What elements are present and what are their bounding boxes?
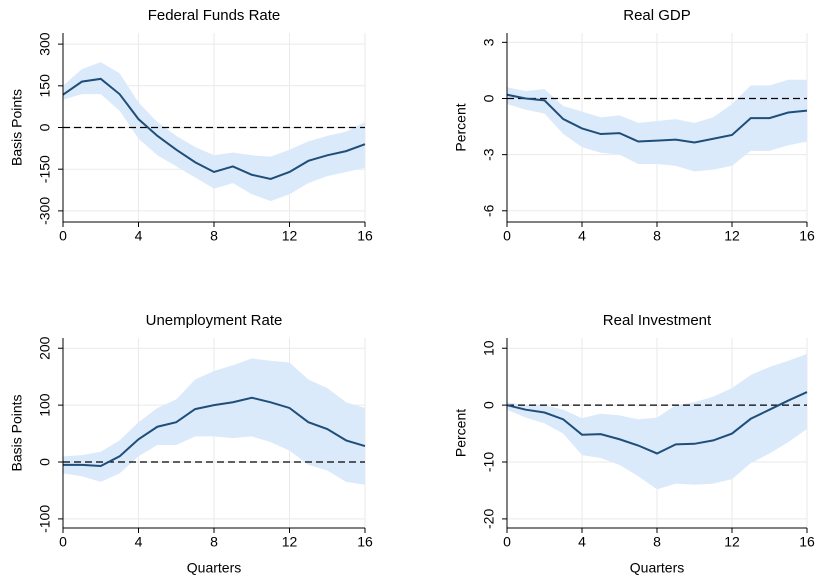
x-tick-label: 4 bbox=[578, 534, 586, 550]
y-tick-label: 3 bbox=[481, 38, 497, 46]
y-axis-label: Percent bbox=[453, 103, 469, 151]
y-tick-label: 300 bbox=[37, 32, 53, 56]
confidence-band bbox=[507, 79, 807, 172]
y-axis-label: Basis Points bbox=[9, 89, 25, 166]
confidence-band bbox=[63, 62, 365, 202]
y-tick-label: 0 bbox=[37, 123, 53, 131]
x-tick-label: 16 bbox=[357, 534, 373, 550]
x-tick-label: 16 bbox=[357, 228, 373, 244]
y-tick-label: 0 bbox=[37, 458, 53, 466]
y-tick-label: 100 bbox=[37, 393, 53, 417]
irf-line bbox=[506, 391, 808, 455]
y-tick-label: -10 bbox=[481, 452, 497, 472]
x-tick-label: 8 bbox=[653, 228, 661, 244]
x-axis-label: Quarters bbox=[187, 560, 241, 576]
y-tick-label: 200 bbox=[37, 336, 53, 360]
chart-title: Unemployment Rate bbox=[146, 312, 283, 329]
y-axis-label: Percent bbox=[453, 409, 469, 457]
x-axis-label: Quarters bbox=[630, 560, 684, 576]
y-tick-label: -100 bbox=[37, 505, 53, 533]
y-tick-label: -6 bbox=[481, 204, 497, 217]
x-tick-label: 0 bbox=[59, 534, 67, 550]
y-tick-label: -20 bbox=[481, 509, 497, 529]
x-tick-label: 12 bbox=[282, 534, 298, 550]
y-axis-label: Basis Points bbox=[9, 394, 25, 471]
y-tick-label: 0 bbox=[481, 401, 497, 409]
y-tick-label: 0 bbox=[481, 94, 497, 102]
x-tick-label: 16 bbox=[799, 228, 815, 244]
x-tick-label: 8 bbox=[210, 228, 218, 244]
x-tick-label: 12 bbox=[282, 228, 298, 244]
x-tick-label: 4 bbox=[135, 228, 143, 244]
irf-line bbox=[62, 77, 366, 180]
y-tick-label: 10 bbox=[481, 340, 497, 356]
x-tick-label: 8 bbox=[653, 534, 661, 550]
confidence-band bbox=[507, 353, 807, 490]
y-tick-label: -300 bbox=[37, 197, 53, 225]
chart-title: Real GDP bbox=[623, 7, 691, 24]
x-tick-label: 0 bbox=[59, 228, 67, 244]
x-tick-label: 4 bbox=[135, 534, 143, 550]
y-tick-label: -150 bbox=[37, 155, 53, 183]
x-tick-label: 12 bbox=[724, 228, 740, 244]
x-tick-label: 0 bbox=[503, 228, 511, 244]
chart-title: Federal Funds Rate bbox=[148, 7, 281, 24]
y-tick-label: 150 bbox=[37, 74, 53, 98]
irf-line bbox=[63, 396, 366, 468]
confidence-band bbox=[63, 358, 365, 485]
irf-line bbox=[506, 93, 808, 144]
chart-title: Real Investment bbox=[603, 312, 712, 329]
x-tick-label: 16 bbox=[799, 534, 815, 550]
x-tick-label: 0 bbox=[503, 534, 511, 550]
x-tick-label: 12 bbox=[724, 534, 740, 550]
y-tick-label: -3 bbox=[481, 148, 497, 161]
x-tick-label: 8 bbox=[210, 534, 218, 550]
x-tick-label: 4 bbox=[578, 228, 586, 244]
